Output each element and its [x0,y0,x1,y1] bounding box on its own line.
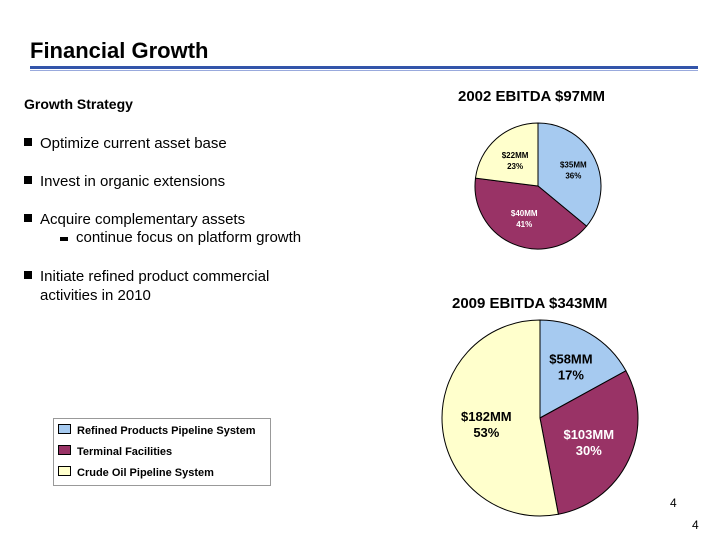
legend-label: Crude Oil Pipeline System [77,467,214,479]
legend-swatch [58,424,71,434]
growth-strategy-heading: Growth Strategy [24,96,133,112]
pie-2009-title: 2009 EBITDA $343MM [452,295,608,312]
pie-slice-refined-products [539,319,627,419]
bullet-item: Acquire complementary assets [24,210,245,229]
pie-chart-2002: $35MM 36% $40MM 41% $22MM 23% [474,122,602,250]
pie-slice-crude-oil [441,319,559,517]
pie-label-refined-products-percent: 17% [558,368,584,383]
legend-item-crude-oil: Crude Oil Pipeline System [58,466,214,479]
pie-slice-terminal-facilities [474,177,588,250]
sub-bullet-text: continue focus on platform growth [76,229,302,246]
legend-item-terminal-facilities: Terminal Facilities [58,445,172,458]
page-number: 4 [670,496,677,510]
sub-bullet-item: continue focus on platform growth [60,229,301,246]
page-number-footer: 4 [692,518,699,532]
bullet-square-icon [24,214,32,222]
bullet-text: Initiate refined product commercial acti… [40,268,270,304]
pie-label-crude-oil-percent: 53% [473,425,499,440]
bullet-text: Invest in organic extensions [40,173,226,190]
dash-icon [60,237,68,241]
legend-swatch [58,466,71,476]
pie-label-crude-oil-value: $22MM [502,151,529,160]
bullet-text: Acquire complementary assets [40,211,246,228]
pie-2002-title: 2002 EBITDA $97MM [458,88,605,105]
pie-label-crude-oil-value: $182MM [461,409,512,424]
bullet-item: Optimize current asset base [24,134,227,153]
pie-label-terminal-facilities-percent: 41% [516,220,532,229]
pie-label-terminal-facilities-percent: 30% [576,443,602,458]
legend-item-refined-products: Refined Products Pipeline System [58,424,256,437]
pie-label-refined-products-value: $58MM [549,352,592,367]
pie-slice-refined-products [537,122,602,227]
bullet-item: Initiate refined product commercial acti… [24,267,320,305]
page-title: Financial Growth [30,38,209,63]
bullet-square-icon [24,138,32,146]
title-divider [30,66,698,69]
chart-legend: Refined Products Pipeline System Termina… [53,418,271,486]
pie-label-refined-products-percent: 36% [565,171,581,180]
bullet-square-icon [24,271,32,279]
pie-label-refined-products-value: $35MM [560,160,587,169]
legend-label: Refined Products Pipeline System [77,425,256,437]
bullet-text: Optimize current asset base [40,135,227,152]
pie-label-terminal-facilities-value: $103MM [563,427,614,442]
legend-swatch [58,445,71,455]
title-divider-thin [30,70,698,71]
pie-label-crude-oil-percent: 23% [507,162,523,171]
bullet-item: Invest in organic extensions [24,172,225,191]
pie-slice-crude-oil [474,122,539,187]
bullet-square-icon [24,176,32,184]
legend-label: Terminal Facilities [77,446,173,458]
pie-slice-terminal-facilities [539,370,639,515]
pie-label-terminal-facilities-value: $40MM [511,209,538,218]
